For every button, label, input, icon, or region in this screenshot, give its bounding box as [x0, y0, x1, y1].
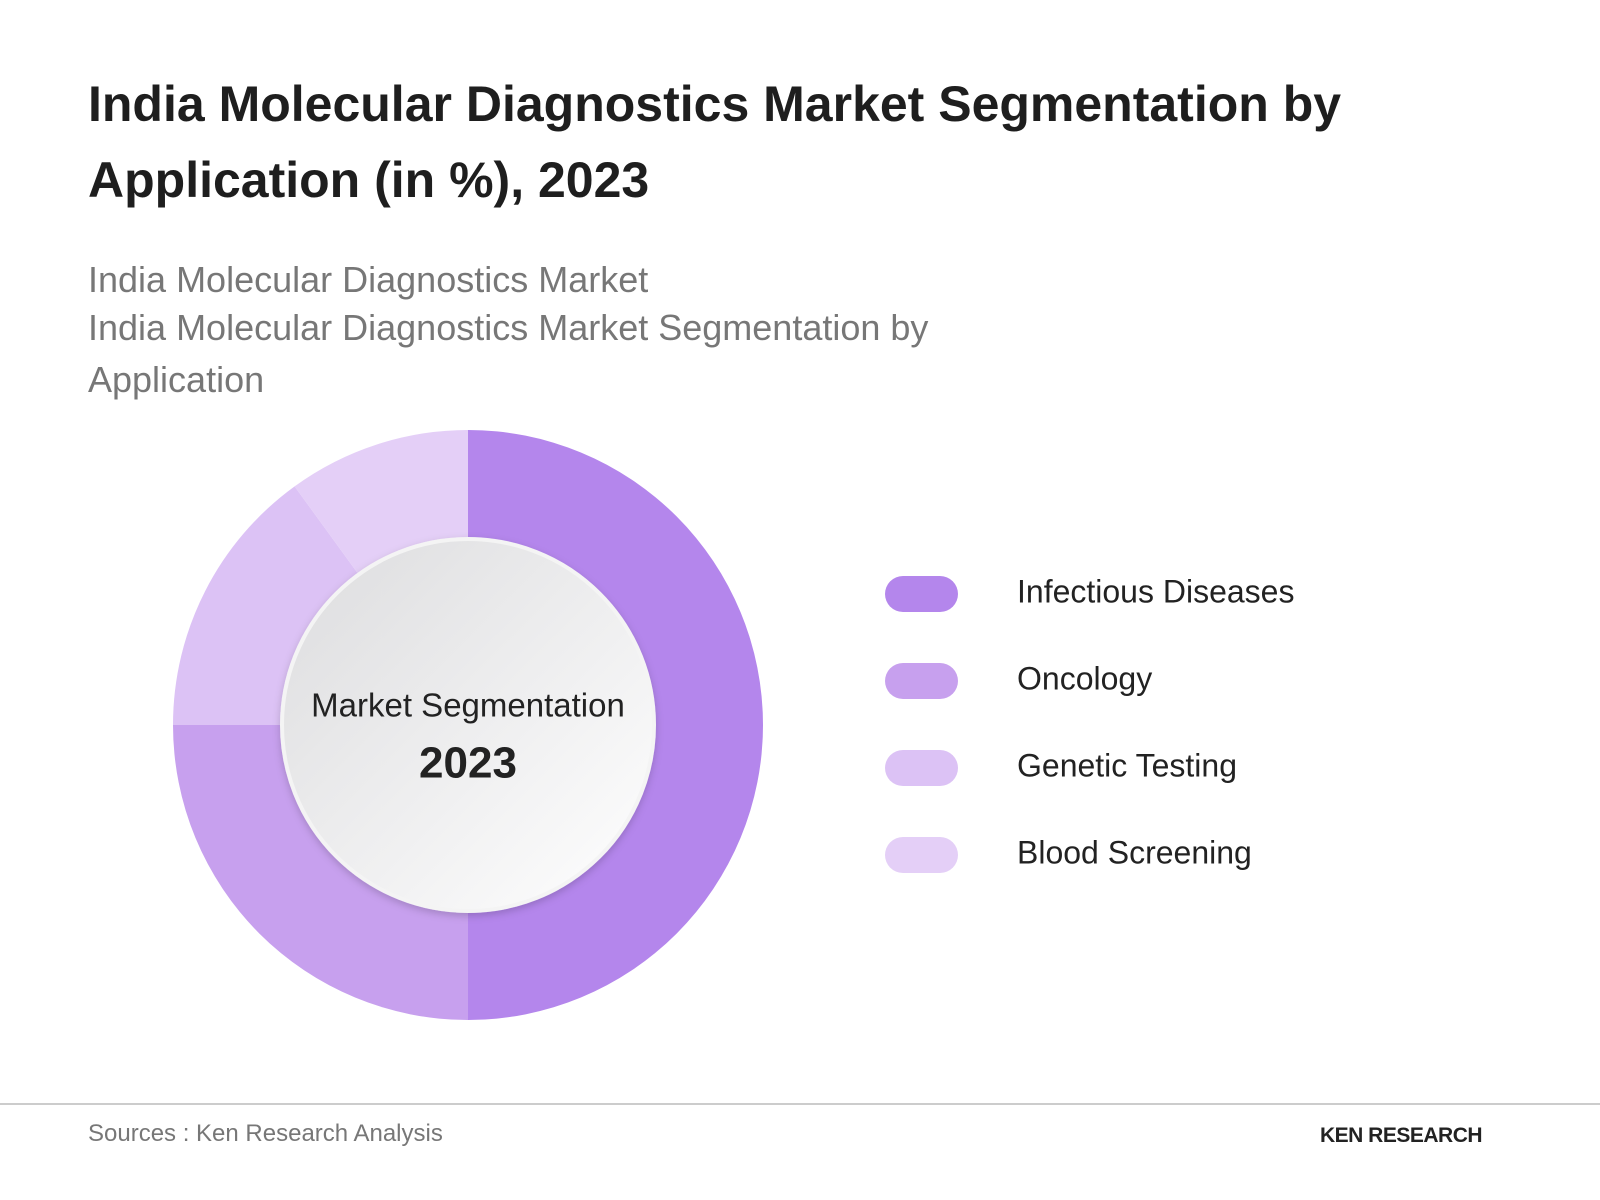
legend-swatch [885, 837, 958, 873]
subtitle: India Molecular Diagnostics Market Segme… [88, 307, 929, 400]
chart-title: India Molecular Diagnostics Market Segme… [88, 76, 1342, 208]
legend-swatch [885, 576, 958, 612]
center-value: 2023 [419, 739, 517, 788]
logo: KEN RESEARCH [1320, 1124, 1483, 1147]
chart: Market Segmentation 2023 Infectious Dise… [173, 430, 1294, 1020]
legend-swatch [885, 750, 958, 786]
legend-label: Genetic Testing [1017, 747, 1237, 783]
donut-slice [468, 430, 763, 1020]
legend-label: Infectious Diseases [1017, 573, 1294, 609]
donut-slice [173, 725, 468, 1020]
legend-swatch [885, 663, 958, 699]
center-label: Market Segmentation [311, 687, 625, 724]
legend-label: Blood Screening [1017, 834, 1252, 870]
subtitle: India Molecular Diagnostics Market [88, 259, 649, 300]
source-note: Sources : Ken Research Analysis [88, 1120, 443, 1147]
legend-label: Oncology [1017, 660, 1152, 696]
center-disc [280, 537, 656, 913]
donut-slice [173, 486, 365, 725]
footer-rule [0, 1103, 1600, 1105]
